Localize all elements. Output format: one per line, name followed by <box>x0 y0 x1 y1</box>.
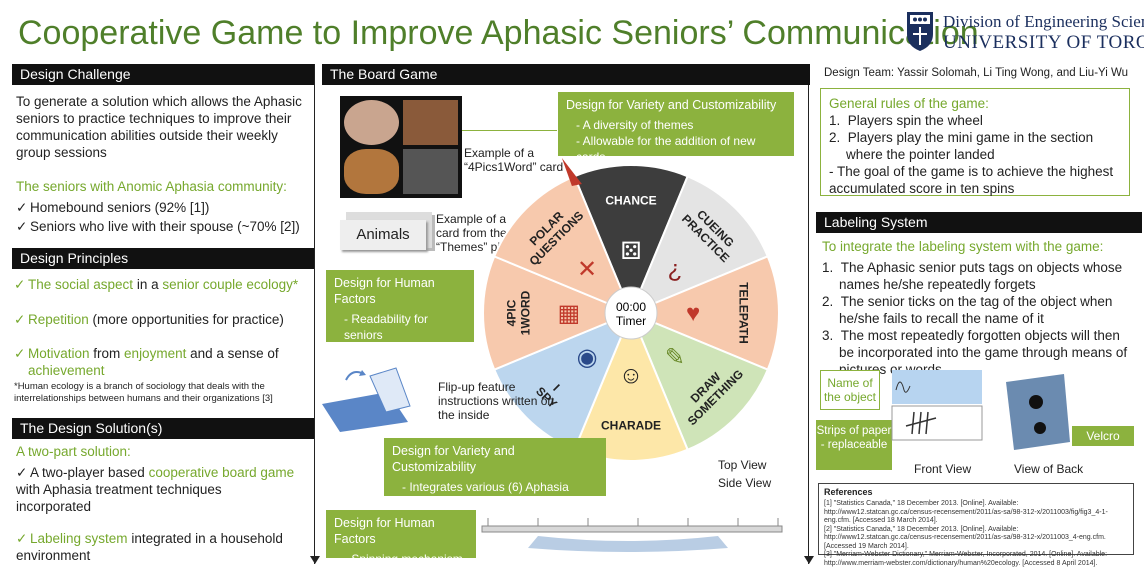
list-item: 3. The most repeatedly forgotten objects… <box>822 328 1128 377</box>
4pics-card-image <box>340 96 462 198</box>
crest-icon <box>907 12 933 51</box>
list-item: 1. Players spin the wheel <box>829 113 983 128</box>
list-item: 2. The senior ticks on the tag of the ob… <box>822 294 1113 326</box>
divider-left <box>314 64 315 564</box>
callout-variety-1: Design for Variety and Customizability -… <box>558 92 794 164</box>
arrow-down-icon <box>804 556 814 564</box>
references-box: References [1] "Statistics Canada," 18 D… <box>818 483 1134 567</box>
footnote: *Human ecology is a branch of sociology … <box>14 381 273 404</box>
timer-dial <box>604 286 658 340</box>
rules-goal: - The goal of the game is to achieve the… <box>829 164 1114 196</box>
segment-chance <box>573 164 689 316</box>
labeling-list: 1. The Aphasic senior puts tags on objec… <box>822 259 1132 378</box>
callout-variety-2: Design for Variety and Customizability -… <box>384 438 606 510</box>
list-item: 2. Players play the mini game in the sec… <box>829 130 1094 162</box>
section-header-solution: The Design Solution(s) <box>12 418 314 439</box>
section-header-labeling: Labeling System <box>816 212 1142 233</box>
segment-telepath <box>628 255 780 371</box>
check-icon: ✓ <box>14 346 26 361</box>
check-icon: ✓ <box>16 219 28 234</box>
rules-title: General rules of the game: <box>829 96 989 111</box>
name-of-object-label: Name of the object <box>820 370 880 410</box>
check-icon: ✓ <box>14 277 26 292</box>
segment-polar-questions <box>492 174 633 315</box>
segment-4pic-1word <box>482 255 634 371</box>
segment-charade-label: CHARADE <box>601 418 661 432</box>
arrow-down-icon <box>310 556 320 564</box>
community-list: ✓ Homebound seniors (92% [1]) ✓ Seniors wh… <box>16 199 316 235</box>
principle-1: ✓ The social aspect in a senior couple ec… <box>14 277 299 292</box>
label-front-view: Front View <box>914 462 972 476</box>
segment-4pic-1word-label: 4PIC1WORD <box>505 290 533 335</box>
segment-draw-something <box>629 311 770 452</box>
food-photo <box>344 149 399 194</box>
uoft-division: Division of Engineering Science <box>943 12 1144 31</box>
community-title: The seniors with Anomic Aphasia communit… <box>16 179 287 194</box>
reference-item: [1] "Statistics Canada," 18 December 201… <box>824 500 1108 524</box>
labeling-intro: To integrate the labeling system with th… <box>822 239 1104 254</box>
list-item: 1. The Aphasic senior puts tags on objec… <box>822 260 1123 292</box>
check-icon: ✓ <box>14 312 26 327</box>
uoft-logo: Division of Engineering Science UNIVERSI… <box>905 10 1144 60</box>
velcro-label: Velcro <box>1072 426 1134 446</box>
label-back-view: View of Back <box>1014 462 1084 476</box>
design-team: Design Team: Yassir Solomah, Li Ting Won… <box>824 67 1129 79</box>
caption-flip: Flip-up feature instructions written on … <box>438 380 555 422</box>
section-header-principles: Design Principles <box>12 248 314 269</box>
caption-4pics: Example of a “4Pics1Word” card <box>464 146 564 174</box>
principle-3: ✓ Motivation from enjoyment and a sense o… <box>14 346 279 378</box>
segment-cueing-practice <box>629 174 770 315</box>
section-header-board-game: The Board Game <box>322 64 810 85</box>
strips-label: Strips of paper - replaceable <box>816 420 892 470</box>
challenge-text: To generate a solution which allows the … <box>16 94 302 160</box>
flip-card-illustration <box>322 367 411 432</box>
timer-label: Timer <box>616 314 646 328</box>
x-o-icon: ✕ <box>577 256 597 283</box>
caption-themes: Example of a card from the “Themes” pile <box>436 212 510 254</box>
game-wheel: CHANCE⚄CUEINGPRACTICE¿TELEPATH♥DRAWSOMET… <box>482 157 780 462</box>
list-item: ✓ Homebound seniors (92% [1]) <box>16 200 210 215</box>
magnifier-icon: ◉ <box>577 344 598 371</box>
callout-human-factors-2: Design for Human Factors - Spinning mech… <box>326 510 476 566</box>
heart-icon: ♥ <box>686 300 700 327</box>
references-title: References <box>824 487 873 497</box>
rules-box: General rules of the game: 1. Players sp… <box>820 88 1130 196</box>
food-photo <box>344 100 399 145</box>
label-side-view: Side View <box>718 476 772 490</box>
check-icon: ✓ <box>16 200 28 215</box>
tag-back-illustration <box>1006 374 1070 450</box>
section-header-challenge: Design Challenge <box>12 64 314 85</box>
tag-front-illustration <box>891 370 983 441</box>
solution-title: A two-part solution: <box>16 444 131 459</box>
reference-item: [3] "Merriam-Webster Dictionary," Merria… <box>824 551 1108 567</box>
uoft-name: UNIVERSITY OF TORONTO <box>943 32 1144 53</box>
reference-item: [2] "Statistics Canada," 18 December 201… <box>824 525 1106 550</box>
check-icon: ✓ <box>16 465 28 480</box>
page-title: Cooperative Game to Improve Aphasic Seni… <box>18 14 979 52</box>
pencil-icon: ✎ <box>665 344 685 371</box>
pointer-icon <box>561 157 582 186</box>
themes-card-word: Animals <box>340 220 426 250</box>
callout-human-factors-1: Design for Human Factors - Readability f… <box>326 270 474 374</box>
grid-icon: ▦ <box>557 300 580 327</box>
dice-icon: ⚄ <box>621 238 642 265</box>
side-view-illustration <box>481 518 783 552</box>
question-icon: ¿ <box>668 256 683 283</box>
food-photo <box>403 100 458 145</box>
check-icon: ✓ <box>16 531 28 546</box>
food-photo <box>403 149 458 194</box>
solution-2: ✓ Labeling system integrated in a househo… <box>16 531 283 563</box>
principle-2: ✓ Repetition (more opportunities for prac… <box>14 312 284 327</box>
segment-telepath-label: TELEPATH <box>736 282 750 344</box>
label-top-view: Top View <box>718 458 767 472</box>
timer-time: 00:00 <box>616 300 646 314</box>
list-item: ✓ Seniors who live with their spouse (~70… <box>16 219 300 234</box>
divider-right <box>808 64 809 564</box>
solution-1: ✓ A two-player based cooperative board ga… <box>16 465 295 514</box>
segment-chance-label: CHANCE <box>605 194 656 208</box>
person-icon: ☺ <box>619 362 644 389</box>
connector-line <box>462 130 557 131</box>
